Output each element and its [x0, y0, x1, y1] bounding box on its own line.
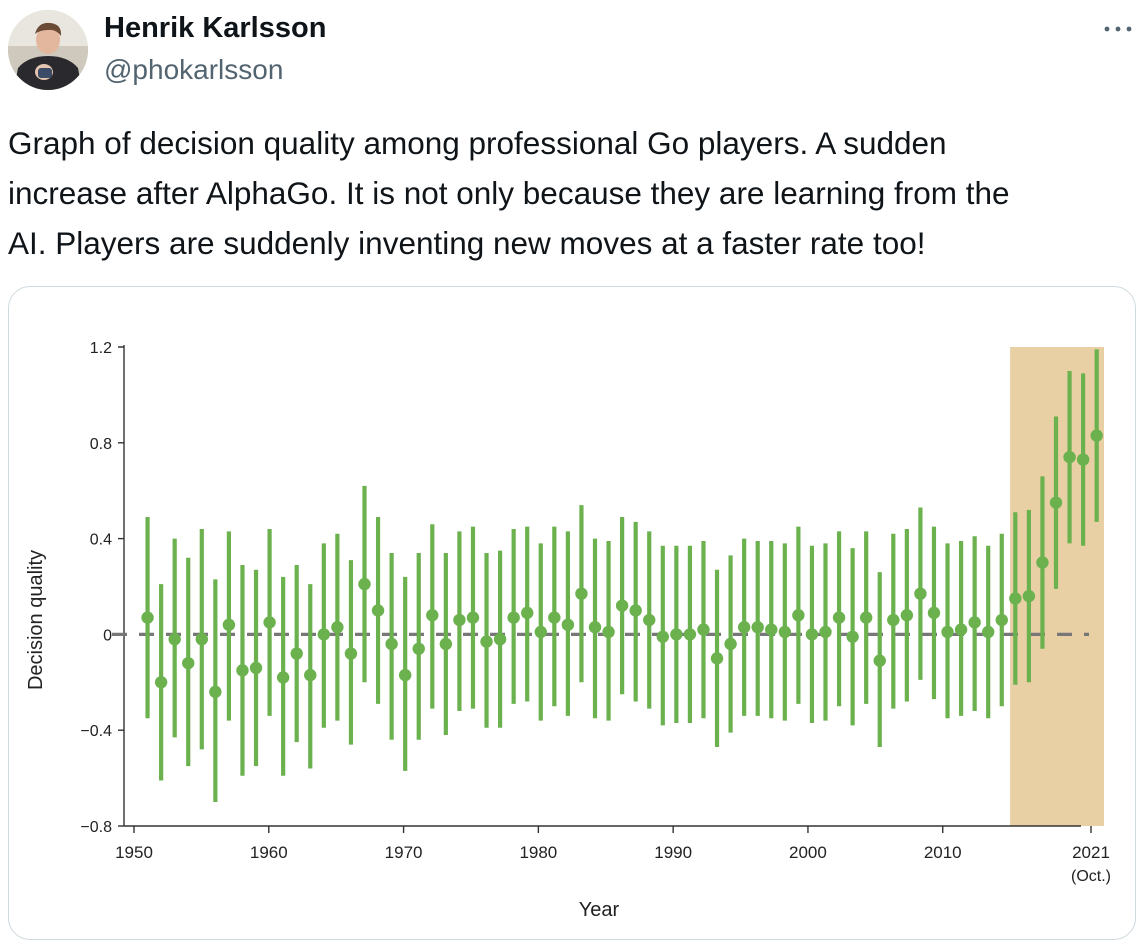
data-point [873, 654, 886, 667]
data-point [643, 613, 656, 627]
avatar-image [8, 10, 88, 90]
author-handle[interactable]: @phokarlsson [104, 54, 284, 85]
data-point [805, 628, 819, 641]
data-point [1049, 496, 1063, 509]
data-point [507, 611, 520, 624]
data-point [439, 637, 453, 651]
data-point [236, 664, 249, 677]
y-tick-label: 0.8 [90, 436, 112, 453]
data-point [1063, 450, 1076, 464]
data-point [290, 647, 303, 660]
data-point [412, 642, 425, 655]
data-point [927, 606, 941, 620]
data-point [832, 611, 846, 624]
x-tick-label: 2010 [924, 843, 962, 862]
y-tick-label: −0.4 [80, 723, 112, 740]
data-point [276, 671, 290, 684]
data-point [521, 606, 534, 620]
data-point [493, 632, 507, 646]
data-point [453, 613, 466, 627]
data-point [602, 625, 615, 639]
data-point [656, 630, 669, 643]
y-axis-label: Decision quality [25, 550, 47, 690]
x-tick-sublabel: (Oct.) [1071, 868, 1111, 885]
data-point [385, 637, 398, 651]
data-point [914, 587, 927, 600]
y-tick-label: 0.4 [90, 532, 112, 549]
data-point [1090, 429, 1103, 442]
data-point [209, 685, 222, 699]
y-tick-label: 0 [103, 627, 112, 644]
data-point [887, 613, 900, 627]
x-tick-label: 1960 [250, 843, 288, 862]
avatar[interactable] [8, 10, 88, 90]
x-tick-label: 1970 [385, 843, 423, 862]
data-point [995, 613, 1008, 627]
data-point [154, 676, 168, 689]
data-point [548, 611, 561, 624]
data-point [778, 625, 792, 639]
data-point [331, 621, 344, 634]
x-tick-label: 2000 [789, 843, 827, 862]
data-point [1009, 592, 1022, 605]
data-point [751, 621, 764, 634]
more-options-button[interactable] [1100, 14, 1136, 44]
data-point [222, 618, 236, 632]
data-point [710, 652, 724, 665]
x-tick-label: 1980 [519, 843, 557, 862]
data-point [954, 623, 968, 636]
data-point [534, 625, 547, 639]
ellipsis-icon [1104, 26, 1132, 32]
x-tick-label: 1950 [115, 843, 153, 862]
data-point [941, 625, 954, 639]
data-point [358, 577, 371, 591]
data-point [561, 618, 575, 632]
data-point [344, 647, 358, 660]
data-point [819, 625, 832, 639]
data-point [982, 625, 995, 639]
data-point [249, 661, 263, 675]
data-point [900, 609, 914, 622]
data-point [683, 628, 697, 641]
data-point [141, 611, 154, 624]
data-point [1022, 589, 1036, 603]
data-point [168, 632, 181, 646]
data-point [588, 621, 602, 634]
x-tick-label: 2021 [1072, 843, 1110, 862]
data-point [426, 609, 439, 622]
data-point [263, 616, 276, 629]
data-point [792, 609, 805, 622]
data-point [480, 635, 493, 648]
tweet-text: Graph of decision quality among professi… [8, 125, 1010, 261]
data-point [629, 604, 642, 617]
author-name[interactable]: Henrik Karlsson [104, 12, 327, 44]
data-point [670, 628, 683, 641]
data-point [371, 604, 385, 617]
data-point [765, 623, 778, 636]
data-point [195, 632, 208, 646]
tweet-media-card[interactable]: 1.2 0.8 0.4 0 −0.4 −0.8 1950 1960 1970 1980 1990 20… [8, 286, 1136, 940]
y-tick-label: −0.8 [80, 819, 112, 836]
data-point [398, 668, 412, 682]
data-point [859, 611, 873, 624]
data-point [697, 623, 710, 636]
x-tick-label: 1990 [654, 843, 692, 862]
data-point [846, 630, 859, 643]
data-point [1076, 453, 1090, 466]
data-point [724, 637, 737, 651]
data-point [575, 587, 588, 600]
data-point [466, 611, 480, 624]
data-point [1036, 556, 1049, 569]
data-point [968, 616, 981, 629]
data-point [182, 656, 195, 670]
data-point [304, 668, 317, 682]
data-point [737, 621, 751, 634]
data-point [615, 599, 629, 612]
x-axis-label: Year [579, 899, 620, 921]
data-point [317, 628, 331, 641]
y-tick-label: 1.2 [90, 340, 112, 357]
